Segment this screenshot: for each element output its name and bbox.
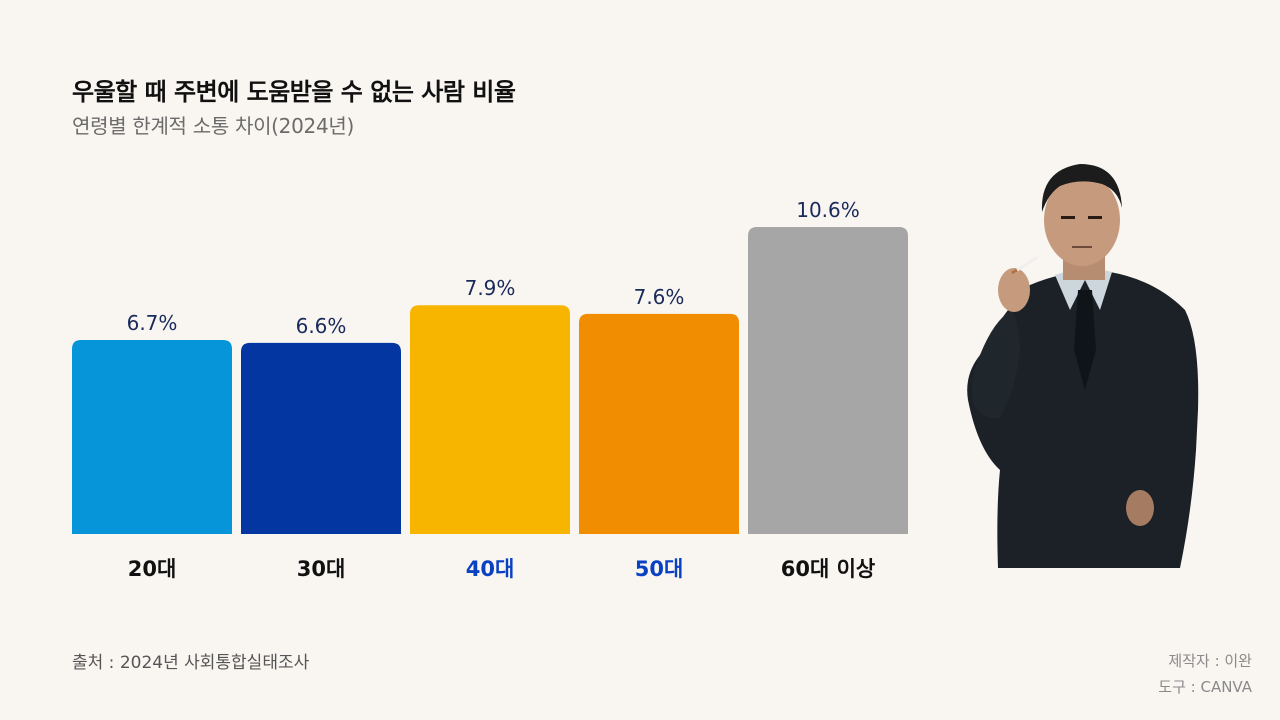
tie [1074,290,1096,390]
pocket-hand [1126,490,1154,526]
bar-1 [72,339,232,534]
bar-2 [241,342,401,534]
raised-arm [972,310,1020,419]
bar-3 [410,305,570,534]
category-label-2: 30대 [297,557,346,581]
left-eye [1061,216,1075,219]
category-label-1: 20대 [128,557,177,581]
bar-chart: 6.7% 20대 6.6% 30대 7.9% 40대 7.6% 50대 10.6% 60대 이상 [72,198,908,581]
head [1044,174,1120,266]
value-label-3: 7.9% [465,276,516,300]
value-label-1: 6.7% [127,311,178,335]
mouth [1072,246,1092,248]
tool-credit: 도구 : CANVA [1158,678,1252,696]
category-label-4: 50대 [635,557,684,581]
bar-5 [748,227,908,534]
cigarette-tip [1011,268,1018,275]
chart-subtitle: 연령별 한계적 소통 차이(2024년) [72,114,354,138]
maker-credit: 제작자 : 이완 [1168,652,1252,670]
cigarette [1012,256,1038,274]
credits: 제작자 : 이완 도구 : CANVA [1158,648,1252,700]
value-label-2: 6.6% [296,314,347,338]
category-label-5: 60대 이상 [781,557,876,581]
value-label-4: 7.6% [634,285,685,309]
chart-title: 우울할 때 주변에 도움받을 수 없는 사람 비율 [72,78,516,106]
man-in-suit-smoking-photo [967,164,1199,568]
hair [1041,164,1122,212]
source-note: 출처 : 2024년 사회통합실태조사 [72,653,310,673]
category-label-3: 40대 [466,557,515,581]
hand [998,268,1030,312]
right-eye [1088,216,1102,219]
bar-4 [579,313,739,534]
value-label-5: 10.6% [796,198,860,222]
